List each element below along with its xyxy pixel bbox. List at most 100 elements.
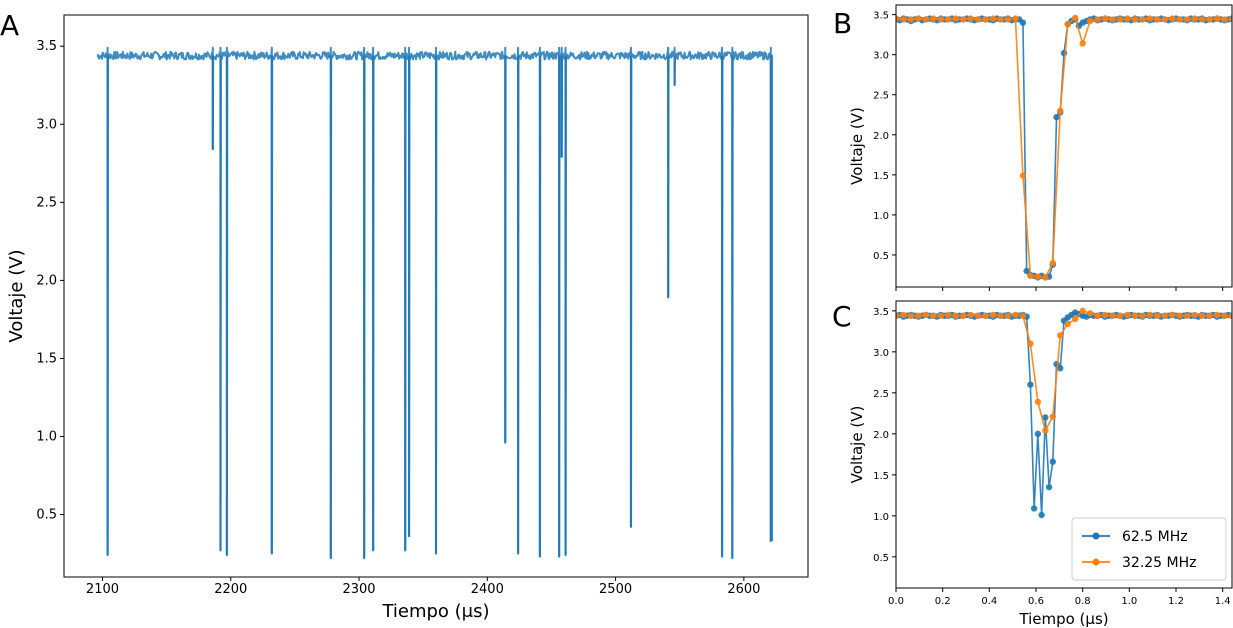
data-point [1228,16,1232,23]
data-point [1101,311,1109,319]
data-point [1034,430,1042,438]
data-point [1057,365,1064,372]
data-point [1079,307,1086,315]
y-tick-label: 1.5 [873,171,889,182]
data-point [1206,312,1213,319]
y-tick-label: 3.5 [36,39,57,54]
y-tick-label: 0.5 [873,553,889,564]
data-point [1004,16,1012,23]
data-point [1034,398,1042,406]
y-axis-label: Voltaje (V) [6,249,27,342]
y-tick-label: 1.0 [873,211,889,222]
data-point [930,312,937,319]
data-point [1228,312,1232,319]
data-point [1072,315,1079,323]
data-point [1079,40,1086,47]
data-point [1184,312,1191,319]
y-axis-label: Voltaje (V) [848,406,866,484]
y-tick-label: 3.5 [873,307,889,318]
y-tick-label: 2.0 [36,273,57,288]
data-point [1042,274,1049,281]
series-line [896,17,1232,279]
data-point [1198,312,1206,319]
data-point [1139,312,1146,319]
data-point [922,311,930,319]
panel-A: A 0.5 1.0 1.5 2.0 2.5 3.0 3.5 2100 2200 2300 2400 25… [0,9,809,622]
data-point [952,312,959,319]
data-point [967,311,974,319]
data-point [1213,15,1221,22]
legend: 62.5 MHz 32.25 MHz [1071,517,1227,581]
data-point [1030,505,1038,512]
y-axis-label: Voltaje (V) [848,107,866,185]
data-point [1049,458,1057,465]
x-tick-label: 1.2 [1168,596,1184,607]
data-point [974,16,982,23]
x-tick-label: 1.0 [1121,596,1137,607]
data-point [907,312,915,319]
data-point [1034,273,1042,280]
plot-area [896,14,1232,281]
axes-frame [63,14,809,578]
data-point [1004,312,1012,319]
x-tick-label: 2200 [214,582,247,597]
data-point [1053,113,1060,121]
panel-B: B 0.5 1.0 1.5 2.0 2.5 3.0 3.5 Voltaje (V) [833,4,1233,291]
data-point [1072,14,1079,22]
y-tick-label: 3.0 [36,117,57,132]
data-point [1116,16,1124,23]
data-point [1064,21,1071,28]
data-point [1191,311,1198,319]
data-point [1184,16,1191,23]
panel-letter: A [0,9,19,42]
data-point [1146,311,1154,319]
series-line [896,311,1232,516]
y-tick-label: 3.5 [873,11,889,22]
data-point [915,15,922,22]
data-point [896,15,900,22]
legend-entry: 32.25 MHz [1122,555,1196,571]
x-tick-label: 0.8 [1075,596,1091,607]
data-point [1019,19,1027,26]
series-line [896,17,1232,279]
y-tick-label: 3.0 [873,51,889,62]
data-point [1064,320,1071,328]
y-tick-label: 2.0 [873,131,889,142]
x-tick-label: 0.4 [981,596,997,607]
data-point [1019,172,1027,179]
data-point [1198,16,1206,23]
x-axis-label: Tiempo (μs) [381,601,489,622]
data-point [1049,413,1057,420]
panel-letter: B [833,7,852,40]
data-point [1049,259,1057,267]
data-point [1012,15,1019,22]
data-point [1086,17,1094,25]
data-point [1109,16,1116,23]
data-point [922,16,930,23]
data-point [1161,16,1169,23]
data-point [1154,312,1161,319]
axes-frame [895,300,1233,589]
data-point [1116,312,1124,319]
legend-box [1071,517,1227,581]
data-point [1038,511,1045,519]
data-point [1131,16,1139,23]
data-point [1154,16,1161,23]
data-point [960,312,967,319]
legend-swatch-marker [1092,532,1100,540]
data-point [1161,312,1169,319]
y-tick-label: 2.5 [873,91,889,102]
data-point [1176,16,1183,23]
x-tick-label: 0.2 [935,596,951,607]
data-point [900,311,907,319]
x-tick-label: 2300 [342,582,375,597]
y-tick-label: 1.0 [36,430,57,445]
data-point [974,312,982,319]
data-point [907,16,915,23]
data-point [937,16,944,23]
legend-entry: 62.5 MHz [1122,529,1188,545]
data-point [1042,427,1049,434]
y-tick-label: 1.0 [873,512,889,523]
panel-C: C 0.5 1.0 1.5 2.0 2.5 3.0 3.5 0.0 0.2 0.4 0.6 0.8 1.0… [832,300,1233,628]
plot-area [96,46,774,560]
